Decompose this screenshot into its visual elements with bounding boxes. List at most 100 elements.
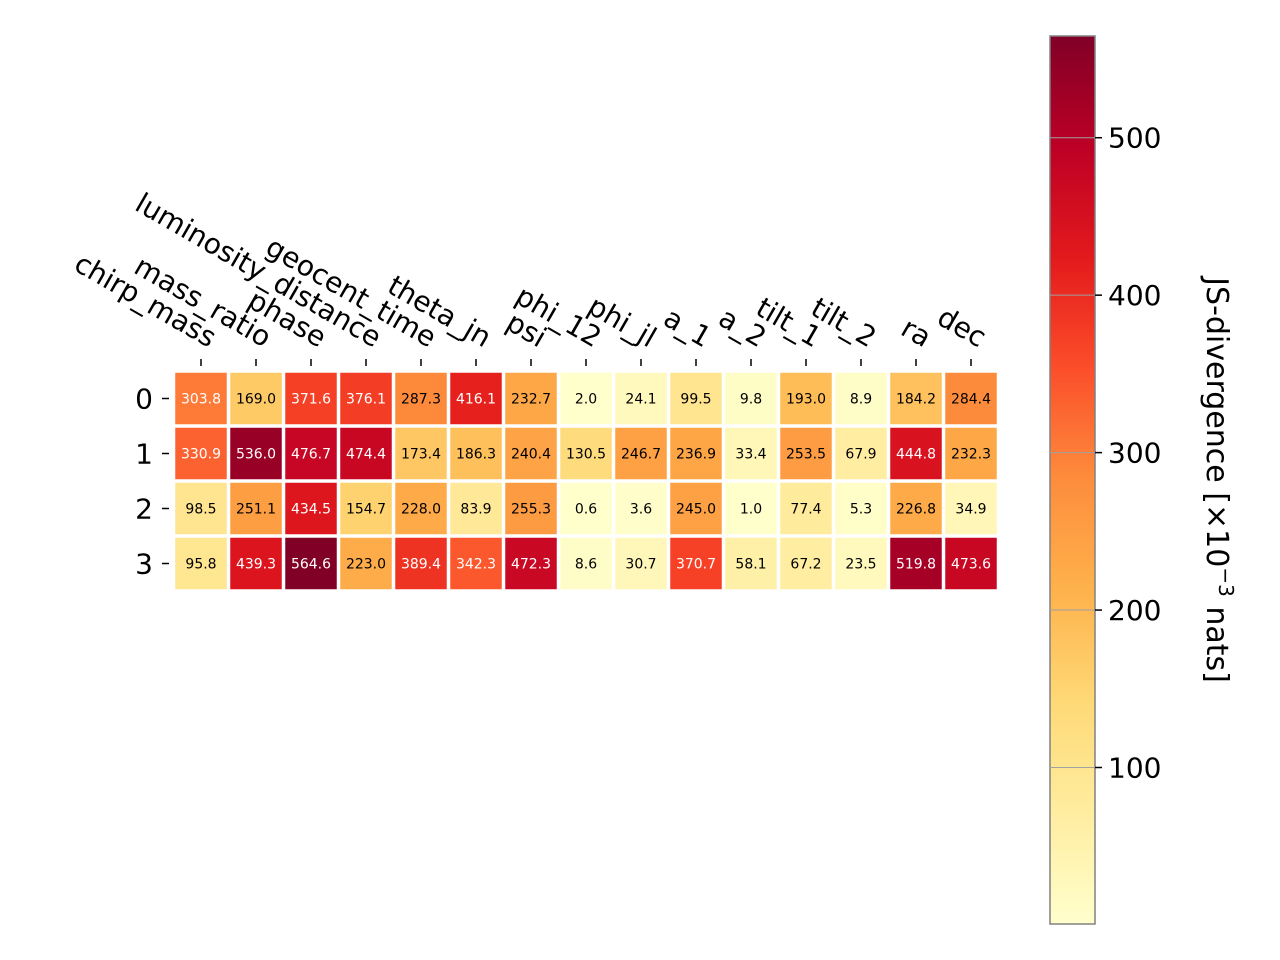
heatmap-cell [395,372,447,425]
cell-value-label: 245.0 [676,502,716,518]
heatmap-cell [230,482,282,535]
column-label: dec [932,300,992,354]
column-labels: chirp_massmass_ratiophaseluminosity_dist… [69,186,992,366]
heatmap-cell [505,537,557,590]
cell-value-label: 519.8 [896,557,936,573]
cell-value-label: 284.4 [951,392,991,408]
column-label: ra [896,311,937,354]
cell-value-label: 251.1 [236,502,276,518]
heatmap-cell [395,482,447,535]
cell-value-label: 370.7 [676,557,716,573]
heatmap-cell [340,482,392,535]
heatmap-cell [615,372,667,425]
heatmap-cell [890,482,942,535]
heatmap-cell [835,537,887,590]
cell-value-label: 330.9 [181,447,221,463]
cell-value-label: 0.6 [575,502,597,518]
cell-value-label: 376.1 [346,392,386,408]
colorbar-tick-label: 300 [1108,437,1161,470]
cell-value-label: 371.6 [291,392,331,408]
colorbar-label: JS-divergence [×10−3 nats] [1199,275,1238,683]
heatmap-cell [835,372,887,425]
heatmap-cell [945,372,997,425]
heatmap-cell [175,372,227,425]
heatmap-cell [175,427,227,480]
heatmap-cell [725,427,777,480]
cell-value-label: 476.7 [291,447,331,463]
heatmap-cell [395,427,447,480]
cell-value-label: 95.8 [185,557,216,573]
heatmap-cell [505,427,557,480]
cell-value-label: 67.2 [790,557,821,573]
cell-value-label: 2.0 [575,392,597,408]
cell-value-label: 83.9 [460,502,491,518]
column-label: tilt_2 [805,291,882,354]
heatmap-cells: 303.8 169.0 371.6 376.1 287.3 416.1 232.7 2.0 24… [175,372,997,590]
cell-value-label: 186.3 [456,447,496,463]
row-label: 3 [135,548,153,581]
cell-value-label: 193.0 [786,392,826,408]
heatmap-cell [615,537,667,590]
cell-value-label: 1.0 [740,502,762,518]
heatmap-cell [725,482,777,535]
heatmap-cell [230,537,282,590]
cell-value-label: 30.7 [625,557,656,573]
cell-value-label: 5.3 [850,502,872,518]
cell-value-label: 154.7 [346,502,386,518]
cell-value-label: 253.5 [786,447,826,463]
cell-value-label: 255.3 [511,502,551,518]
cell-value-label: 67.9 [845,447,876,463]
heatmap-cell [560,372,612,425]
heatmap-cell [670,427,722,480]
colorbar-tick-label: 400 [1108,279,1161,312]
row-label: 0 [135,383,153,416]
cell-value-label: 416.1 [456,392,496,408]
heatmap-cell [560,427,612,480]
cell-value-label: 342.3 [456,557,496,573]
heatmap-cell [175,482,227,535]
cell-value-label: 536.0 [236,447,276,463]
cell-value-label: 564.6 [291,557,331,573]
heatmap-cell [450,537,502,590]
cell-value-label: 232.7 [511,392,551,408]
heatmap-cell [615,427,667,480]
heatmap-cell [835,427,887,480]
cell-value-label: 24.1 [625,392,656,408]
cell-value-label: 228.0 [401,502,441,518]
heatmap-cell [890,537,942,590]
colorbar-label-unit: nats] [1199,597,1234,683]
colorbar-gradient [1049,35,1096,925]
colorbar: 100 200 300 400 500 JS-divergence [×10−3 nat… [1049,35,1238,925]
heatmap-cell [945,482,997,535]
heatmap-cell [285,537,337,590]
cell-value-label: 439.3 [236,557,276,573]
cell-value-label: 223.0 [346,557,386,573]
heatmap-cell [670,537,722,590]
cell-value-label: 434.5 [291,502,331,518]
heatmap-cell [340,372,392,425]
cell-value-label: 473.6 [951,557,991,573]
heatmap-cell [285,482,337,535]
heatmap-cell [395,537,447,590]
heatmap-cell [560,482,612,535]
cell-value-label: 8.6 [575,557,597,573]
heatmap-cell [560,537,612,590]
heatmap-cell [450,482,502,535]
colorbar-label-exponent: −3 [1214,567,1238,596]
cell-value-label: 444.8 [896,447,936,463]
cell-value-label: 236.9 [676,447,716,463]
heatmap-cell [175,537,227,590]
cell-value-label: 287.3 [401,392,441,408]
cell-value-label: 130.5 [566,447,606,463]
cell-value-label: 23.5 [845,557,876,573]
heatmap-cell [890,427,942,480]
heatmap-cell [780,427,832,480]
heatmap-cell [725,537,777,590]
colorbar-label-main: JS-divergence [×10 [1199,275,1234,567]
cell-value-label: 99.5 [680,392,711,408]
heatmap-cell [505,372,557,425]
heatmap-cell [945,537,997,590]
cell-value-label: 389.4 [401,557,441,573]
cell-value-label: 169.0 [236,392,276,408]
cell-value-label: 58.1 [735,557,766,573]
